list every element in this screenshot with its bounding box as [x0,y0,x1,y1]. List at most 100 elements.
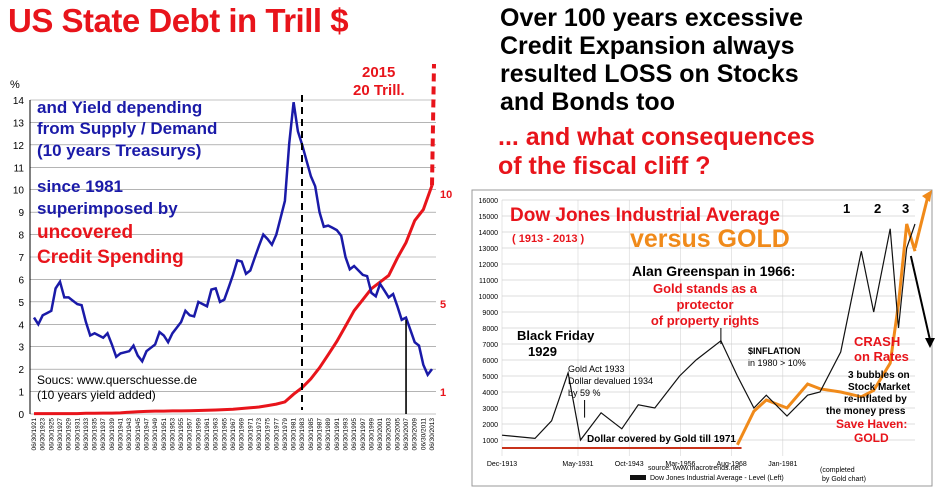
x-tick-label: 06/30/1951 [161,418,168,451]
annotation-3-bubbles: 3 bubbles on [848,370,910,381]
series-debt-line [34,184,434,416]
headline-line: Credit Expansion always [500,32,795,60]
x-tick-label: 06/30/1941 [118,418,125,451]
x-tick-label: 06/30/1981 [291,418,298,451]
x-tick-label: 06/30/1965 [221,418,228,451]
y-tick-label: 10000 [479,294,499,301]
annotation-stock-market: Stock Market [848,382,911,393]
x-tick-label: 06/30/1955 [178,418,185,451]
x-tick-label: 06/30/1977 [273,418,280,451]
headline-line: resulted LOSS on Stocks [500,60,799,88]
annotation-59-percent: by 59 % [568,388,601,398]
left-chart-title: US State Debt in Trill $ [8,2,349,39]
x-tick-label: 06/30/1953 [169,418,176,451]
dow-gold-chart: 1000 2000 3000 4000 5000 6000 7000 8000 9000 1000… [471,189,935,487]
bubble-1-label: 1 [843,201,850,216]
x-tick-label: 06/30/1939 [109,418,116,451]
y-tick-label: 7000 [482,342,498,349]
series-gold-line [736,223,917,446]
dow-subtitle: ( 1913 - 2013 ) [512,233,584,245]
left-grid [29,99,436,415]
x-tick-label: 06/30/1937 [100,418,107,451]
right-subheadline: ... and what consequences of the fiscal … [498,123,815,181]
y-tick-label: 10 [13,186,25,197]
headline-line: Over 100 years excessive [500,4,804,32]
x-tick-label: 06/30/1971 [247,418,254,451]
right-tick-label: 1 [440,387,446,399]
legend-note-1: (completed [820,467,855,474]
annotation-yield-2: from Supply / Demand [37,119,217,138]
bubble-3-label: 3 [902,201,909,216]
annotation-crash: CRASH [854,334,900,349]
y-tick-label: 8000 [482,326,498,333]
x-tick-label: 06/30/1943 [126,418,133,451]
headline-line: and Bonds too [500,88,675,116]
y-tick-label: 16000 [479,198,499,205]
y-tick-label: 9 [18,208,24,219]
x-tick-label: 06/30/1947 [143,418,150,451]
y-tick-label: 2000 [482,422,498,429]
subheadline-line: ... and what consequences [498,123,815,151]
annotation-dollar-covered: Dollar covered by Gold till 1971 [587,434,736,445]
x-tick-label: 06/30/1933 [83,418,90,451]
x-tick-label: May-1931 [562,461,593,468]
annotation-money-press: the money press [826,406,906,417]
y-tick-label: 13 [13,118,25,129]
y-tick-label: 12000 [479,262,499,269]
x-tick-label: 06/30/1957 [187,418,194,451]
x-tick-label: 06/30/1969 [239,418,246,451]
x-tick-label: 06/30/1929 [66,418,73,451]
x-tick-label: 06/30/2007 [403,418,410,451]
y-unit-label: % [10,79,20,91]
dow-x-axis: Dec-1913 May-1931 Oct-1943 Mar-1956 Aug-1968… [487,461,798,468]
x-tick-label: Aug-1968 [716,461,746,468]
x-tick-label: 06/30/2013 [429,418,436,451]
x-tick-label: 06/30/2001 [377,418,384,451]
y-tick-label: 3000 [482,406,498,413]
annotation-inflation: $INFLATION [748,346,800,356]
x-tick-label: 06/30/1961 [204,418,211,451]
x-tick-label: 06/30/1925 [48,418,55,451]
x-tick-label: 06/30/1983 [299,418,306,451]
series-yield-line [32,102,433,378]
x-tick-label: 06/30/1967 [230,418,237,451]
annotation-reinflated: re-inflated by [844,394,907,405]
dow-source: source: www.macrotrends.net [648,465,740,472]
y-tick-label: 4 [18,320,24,331]
annotation-yield-3: (10 years Treasurys) [37,141,201,160]
annotation-black-friday: Black Friday [517,328,595,343]
annotation-protector: protector [676,297,733,312]
annotation-gold: GOLD [854,431,889,445]
x-tick-label: 06/30/1931 [74,418,81,451]
y-tick-label: 13000 [479,246,499,253]
y-tick-label: 0 [18,410,24,421]
legend-swatch-dow [630,475,646,480]
y-tick-label: 5000 [482,374,498,381]
annotation-inflation-1980: in 1980 > 10% [748,358,806,368]
x-tick-label: 06/30/2005 [394,418,401,451]
source-note: (10 years yield added) [37,388,156,402]
right-headline: Over 100 years excessive Credit Expansio… [500,4,803,116]
debt-projection-line [430,63,436,186]
x-tick-label: 06/30/1985 [308,418,315,451]
y-tick-label: 6 [18,275,24,286]
x-tick-label: 06/30/1973 [256,418,263,451]
x-tick-label: 06/30/2011 [420,418,427,450]
annotation-greenspan: Alan Greenspan in 1966: [632,263,795,279]
x-tick-label: 06/30/2003 [386,418,393,451]
left-x-axis: 06/30/1921 06/30/1923 06/30/1925 06/30/1927… [31,418,436,451]
x-tick-label: 06/30/1921 [31,418,38,451]
y-tick-label: 3 [18,343,24,354]
x-tick-label: 06/30/1927 [57,418,64,451]
x-tick-label: 06/30/1949 [152,418,159,451]
annotation-uncovered: uncovered [37,222,133,243]
x-tick-label: 06/30/1997 [360,418,367,451]
annotation-1929: 1929 [528,344,557,359]
dow-title-gold: versus GOLD [630,225,790,253]
dow-title: Dow Jones Industrial Average [510,205,780,226]
x-tick-label: Dec-1913 [487,461,517,468]
y-tick-label: 1000 [482,438,498,445]
